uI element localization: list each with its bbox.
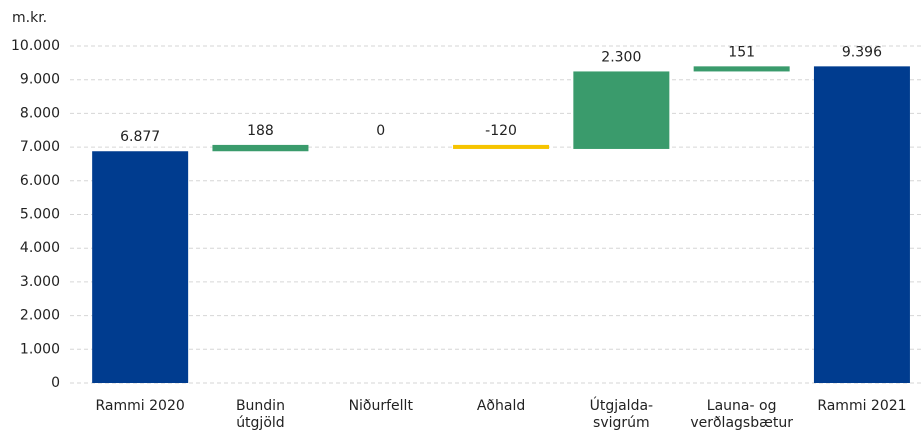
x-tick-label: Rammi 2020 <box>95 398 185 414</box>
y-tick-label: 7.000 <box>20 139 60 155</box>
y-tick-label: 2.000 <box>20 308 60 324</box>
x-tick-label: Launa- og verðlagsbætur <box>690 398 793 431</box>
bar <box>453 144 550 149</box>
y-tick-label: 6.000 <box>20 173 60 189</box>
y-tick-label: 1.000 <box>20 341 60 357</box>
value-label: 0 <box>376 123 385 139</box>
bar <box>573 71 670 149</box>
x-tick-label: Útgjalda- svigrúm <box>589 398 654 431</box>
y-tick-label: 9.000 <box>20 72 60 88</box>
y-axis-label: m.kr. <box>12 10 47 26</box>
x-tick-label: Rammi 2021 <box>817 398 907 414</box>
bar <box>212 144 309 152</box>
x-tick-label: Aðhald <box>476 398 526 414</box>
y-tick-label: 5.000 <box>20 207 60 223</box>
value-label: 6.877 <box>120 129 160 145</box>
y-tick-label: 8.000 <box>20 105 60 121</box>
value-label: 188 <box>247 123 274 139</box>
value-label: 2.300 <box>601 49 641 65</box>
x-tick-label: Bundin útgjöld <box>235 398 285 431</box>
x-tick-label: Niðurfellt <box>348 398 413 414</box>
value-label: -120 <box>485 123 517 139</box>
bar <box>813 66 910 383</box>
y-tick-label: 3.000 <box>20 274 60 290</box>
value-label: 9.396 <box>842 44 882 60</box>
y-tick-label: 10.000 <box>11 38 60 54</box>
bar <box>92 151 189 383</box>
y-tick-label: 4.000 <box>20 240 60 256</box>
bar <box>693 66 790 72</box>
y-tick-label: 0 <box>51 375 60 391</box>
value-label: 151 <box>728 44 755 60</box>
